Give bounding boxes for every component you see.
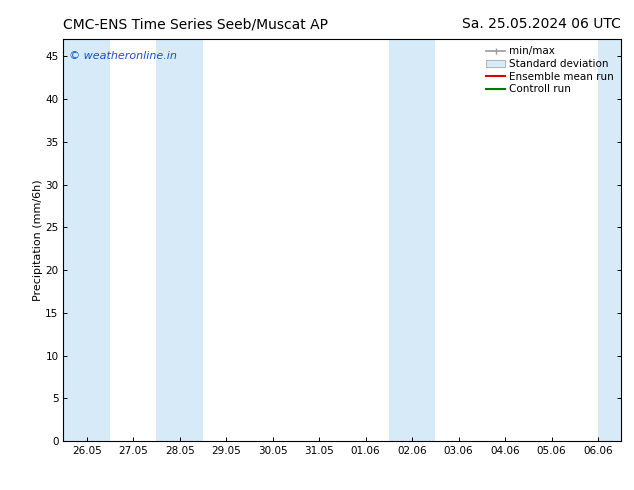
Text: CMC-ENS Time Series Seeb/Muscat AP: CMC-ENS Time Series Seeb/Muscat AP [63, 17, 328, 31]
Bar [157, 39, 203, 441]
Bar [598, 39, 621, 441]
Bar [389, 39, 436, 441]
Text: © weatheronline.in: © weatheronline.in [69, 51, 177, 61]
Text: Sa. 25.05.2024 06 UTC: Sa. 25.05.2024 06 UTC [462, 17, 621, 31]
Legend: min/max, Standard deviation, Ensemble mean run, Controll run: min/max, Standard deviation, Ensemble me… [484, 45, 616, 97]
Bar [63, 39, 110, 441]
Y-axis label: Precipitation (mm/6h): Precipitation (mm/6h) [32, 179, 42, 301]
